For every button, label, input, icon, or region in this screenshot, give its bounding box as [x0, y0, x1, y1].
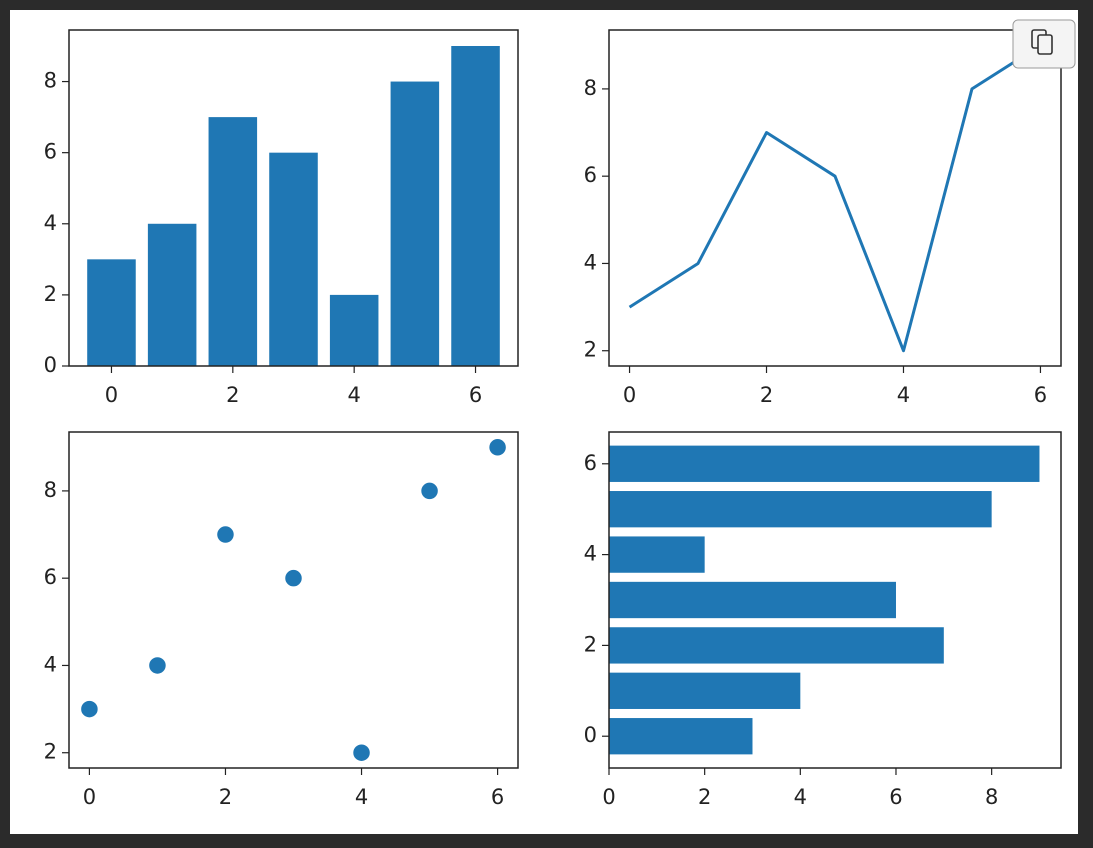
x-tick-label: 0 [105, 383, 118, 407]
x-tick-label: 6 [491, 785, 504, 809]
bar [451, 46, 500, 366]
y-tick-label: 0 [44, 353, 57, 377]
y-tick-label: 6 [584, 451, 597, 475]
bar [329, 294, 379, 366]
point [147, 655, 168, 676]
subplot: 0 2 4 6 2 4 6 8 [584, 29, 1062, 407]
point [79, 699, 100, 719]
x-tick-label: 0 [602, 785, 615, 809]
y-tick-label: 2 [584, 632, 597, 656]
point [215, 524, 236, 545]
bar [609, 627, 944, 664]
y-tick-label: 6 [584, 163, 597, 187]
subplot: 0 2 4 6 0 2 4 6 8 [44, 29, 519, 407]
line [628, 44, 1042, 353]
subplot: 0 2 4 6 8 0 2 4 6 [584, 431, 1062, 809]
y-tick-label: 2 [584, 338, 597, 362]
x-tick-label: 0 [83, 785, 96, 809]
x-tick-label: 4 [794, 785, 807, 809]
y-tick-label: 6 [44, 565, 57, 589]
y-tick-label: 6 [44, 140, 57, 164]
axes-frame [608, 431, 1062, 769]
axes-frame [68, 29, 519, 367]
point [351, 742, 372, 763]
x-tick-label: 6 [1034, 383, 1047, 407]
y-tick-label: 4 [584, 542, 597, 566]
x-tick-label: 6 [889, 785, 902, 809]
point [487, 437, 508, 458]
point [283, 568, 304, 588]
bar [609, 718, 753, 755]
y-tick-label: 4 [44, 211, 57, 235]
bar [609, 536, 705, 573]
bar [609, 581, 896, 619]
y-tick-label: 2 [44, 282, 57, 306]
point [419, 481, 440, 501]
y-tick-label: 2 [44, 740, 57, 764]
axes-frame [608, 29, 1062, 367]
x-tick-label: 2 [760, 383, 773, 407]
x-tick-label: 6 [469, 383, 482, 407]
x-tick-label: 2 [226, 383, 239, 407]
x-tick-label: 2 [219, 785, 232, 809]
x-tick-label: 0 [623, 383, 636, 407]
y-tick-label: 4 [584, 250, 597, 274]
bar [147, 223, 197, 366]
bar [609, 445, 1040, 482]
subplots: 0 2 4 6 0 2 4 6 8 0 2 4 6 2 4 6 8 0 2 4 6 2 4 6 8 0 2 4 6 8 0 2 4 6 [44, 29, 1062, 809]
x-tick-label: 4 [355, 785, 368, 809]
bar [87, 259, 136, 366]
bar [390, 81, 440, 367]
y-tick-label: 8 [44, 478, 57, 502]
bar [609, 491, 992, 528]
x-tick-label: 2 [698, 785, 711, 809]
x-tick-label: 4 [897, 383, 910, 407]
x-tick-label: 8 [985, 785, 998, 809]
bar [269, 152, 318, 366]
y-tick-label: 4 [44, 652, 57, 676]
subplot: 0 2 4 6 2 4 6 8 [44, 431, 519, 809]
copy-icon-front [1037, 34, 1053, 55]
bar [208, 117, 258, 366]
bar [609, 672, 801, 709]
figure-background [10, 10, 1078, 834]
y-tick-label: 0 [584, 723, 597, 747]
axes-frame [68, 431, 519, 769]
copy-button[interactable] [1012, 19, 1076, 69]
x-tick-label: 4 [347, 383, 360, 407]
y-tick-label: 8 [44, 69, 57, 93]
y-tick-label: 8 [584, 76, 597, 100]
